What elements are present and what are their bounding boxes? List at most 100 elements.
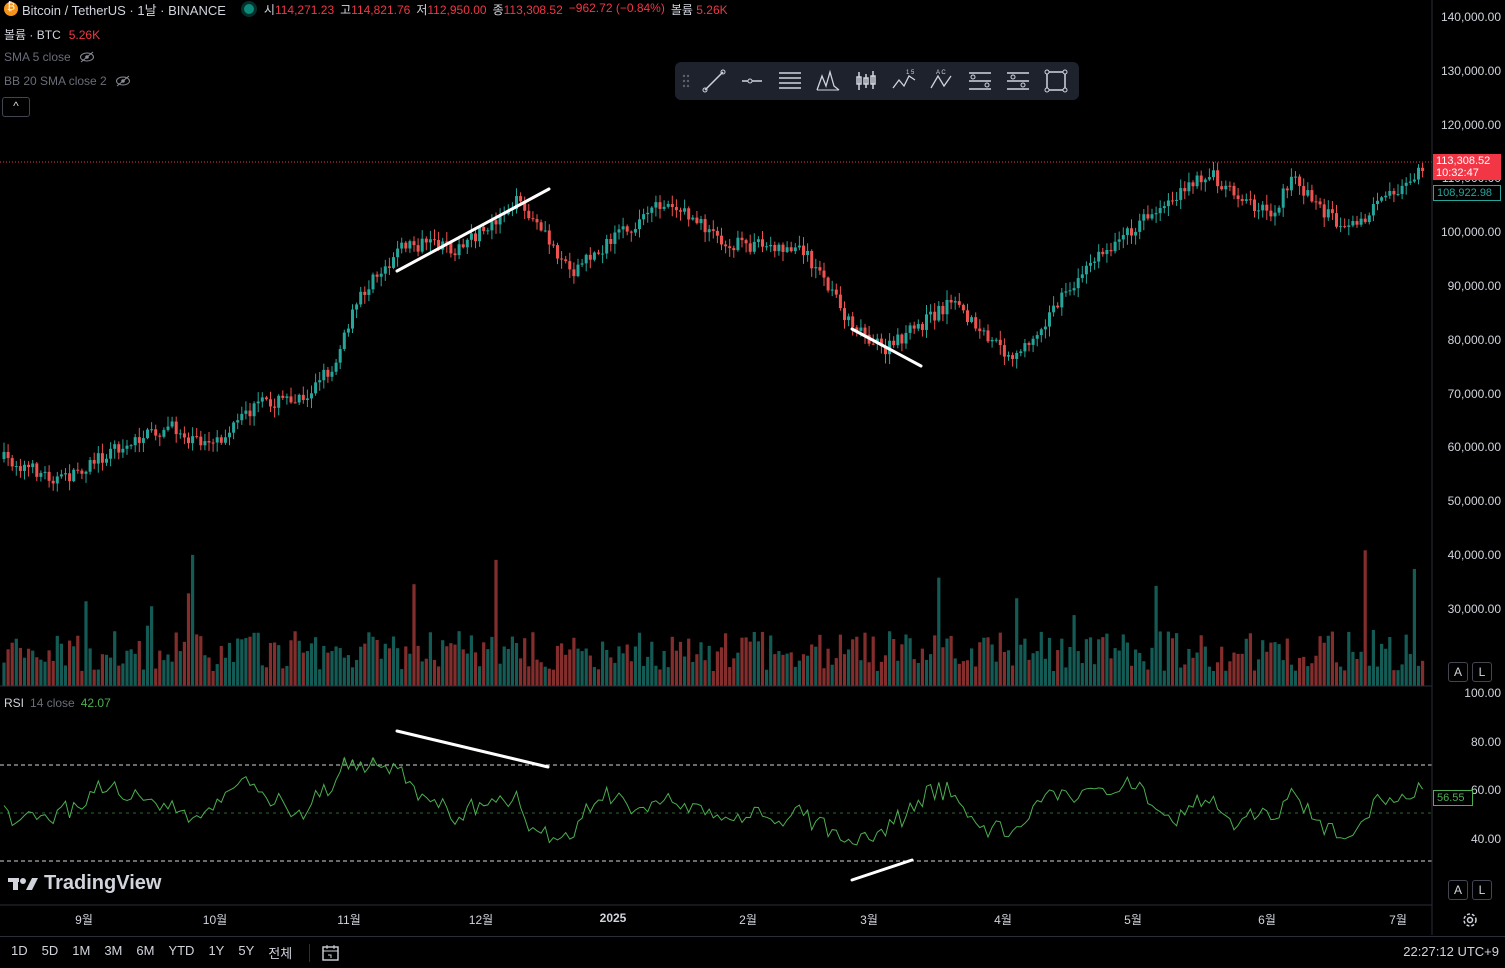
candle-body xyxy=(1388,190,1392,196)
volume-bar xyxy=(510,636,514,686)
candle-body xyxy=(900,334,904,344)
log-scale-button[interactable]: L xyxy=(1472,662,1492,682)
fib-retracement-icon[interactable] xyxy=(961,62,999,100)
sma-legend[interactable]: SMA 5 close xyxy=(4,50,95,64)
candle-body xyxy=(519,196,523,202)
rsi-legend-name: RSI xyxy=(4,696,25,710)
drag-handle-icon[interactable] xyxy=(681,73,695,89)
candle-body xyxy=(617,229,621,233)
candle-body xyxy=(133,437,137,446)
volume-bar xyxy=(137,640,141,686)
candle-body xyxy=(125,445,129,449)
candle-body xyxy=(1257,210,1261,212)
volume-bar xyxy=(719,647,724,686)
candle-body xyxy=(31,463,35,468)
abc-pattern-icon[interactable]: A C xyxy=(923,62,961,100)
volume-bar xyxy=(158,650,162,686)
rsi-trendline-top[interactable] xyxy=(395,729,550,769)
horizontal-ray-icon[interactable] xyxy=(733,62,771,100)
volume-bar xyxy=(1380,643,1384,686)
volume-bar xyxy=(1056,650,1060,686)
symbol-title[interactable]: Bitcoin / TetherUS · 1날 · BINANCE xyxy=(22,2,226,18)
trend-line-icon[interactable] xyxy=(695,62,733,100)
candle-body xyxy=(1043,326,1047,330)
clock-timezone[interactable]: 22:27:12 UTC+9 xyxy=(1403,944,1499,959)
volume-bar xyxy=(1355,659,1359,686)
collapse-legend-button[interactable]: ^ xyxy=(2,97,30,117)
candle-body xyxy=(523,201,527,211)
rectangle-icon[interactable] xyxy=(1037,62,1075,100)
volume-bar xyxy=(420,661,424,686)
candle-body xyxy=(1404,182,1408,186)
settings-gear-icon[interactable] xyxy=(1461,911,1479,929)
range-button-6m[interactable]: 6M xyxy=(136,943,155,958)
tradingview-logo[interactable]: TradingView xyxy=(8,872,161,895)
volume-bar xyxy=(178,651,182,686)
volume-bar xyxy=(646,656,650,686)
price-trendline-bottom[interactable] xyxy=(850,327,923,368)
candle-body xyxy=(1367,215,1371,223)
volume-bar xyxy=(941,647,945,686)
rsi-auto-scale-button[interactable]: A xyxy=(1448,880,1468,900)
volume-bar xyxy=(215,664,219,686)
bb-legend[interactable]: BB 20 SMA close 2 xyxy=(4,74,131,88)
tradingview-logo-text: TradingView xyxy=(44,872,162,894)
candle-body xyxy=(970,317,974,323)
symbol-header: Bitcoin / TetherUS · 1날 · BINANCE 시114,2… xyxy=(0,0,728,18)
range-button-1y[interactable]: 1Y xyxy=(208,943,225,958)
volume-bar xyxy=(1224,670,1228,686)
candle-body xyxy=(957,301,961,305)
range-button-1d[interactable]: 1D xyxy=(11,943,28,958)
volume-bar xyxy=(654,665,658,686)
range-button-5y[interactable]: 5Y xyxy=(238,943,255,958)
volume-bar xyxy=(617,646,621,686)
volume-bar xyxy=(346,655,350,686)
long-position-icon[interactable] xyxy=(847,62,885,100)
price-axis-label: 40,000.00 xyxy=(1447,548,1501,562)
range-button-1m[interactable]: 1M xyxy=(72,943,91,958)
volume-bar xyxy=(207,657,211,686)
candle-body xyxy=(1335,213,1338,227)
price-trendline-top[interactable] xyxy=(395,187,551,273)
volume-bar xyxy=(560,643,564,686)
volume-bar xyxy=(596,669,601,686)
hidden-eye-icon[interactable] xyxy=(115,75,131,87)
range-button-3m[interactable]: 3M xyxy=(104,943,123,958)
candle-body xyxy=(1084,265,1088,275)
candle-body xyxy=(793,247,797,252)
candle-body xyxy=(543,230,547,232)
range-button-5d[interactable]: 5D xyxy=(41,943,59,958)
volume-bar xyxy=(1060,638,1064,686)
date-range-icon[interactable] xyxy=(320,943,342,963)
volume-bar xyxy=(1076,651,1080,686)
volume-bar xyxy=(863,632,867,686)
volume-bar xyxy=(1195,652,1199,686)
volume-bar xyxy=(1006,650,1011,686)
volume-legend[interactable]: 볼륨 · BTC 5.26K xyxy=(4,26,100,43)
hidden-eye-icon[interactable] xyxy=(79,51,95,63)
market-status-icon[interactable] xyxy=(243,4,254,14)
rsi-trendline-bottom[interactable] xyxy=(850,858,914,882)
rsi-legend[interactable]: RSI 14 close 42.07 xyxy=(4,696,111,710)
volume-bar xyxy=(506,648,510,686)
parallel-channel-icon[interactable] xyxy=(771,62,809,100)
range-button-ytd[interactable]: YTD xyxy=(168,943,195,958)
candle-body xyxy=(666,204,670,207)
xabcd-pattern-icon[interactable]: 1 5 xyxy=(885,62,923,100)
volume-bar xyxy=(445,646,449,686)
volume-bar xyxy=(990,644,994,686)
candle-body xyxy=(986,330,990,342)
pitchfork-icon[interactable] xyxy=(809,62,847,100)
auto-scale-button[interactable]: A xyxy=(1448,662,1468,682)
candle-body xyxy=(765,246,769,248)
volume-bar xyxy=(699,642,703,686)
candle-body xyxy=(379,273,383,277)
volume-bar xyxy=(748,641,752,686)
volume-bar xyxy=(842,654,847,686)
fib-extension-icon[interactable] xyxy=(999,62,1037,100)
range-button-전체[interactable]: 전체 xyxy=(268,946,293,961)
volume-bar xyxy=(998,632,1002,686)
volume-bar xyxy=(63,665,68,686)
rsi-log-scale-button[interactable]: L xyxy=(1472,880,1492,900)
